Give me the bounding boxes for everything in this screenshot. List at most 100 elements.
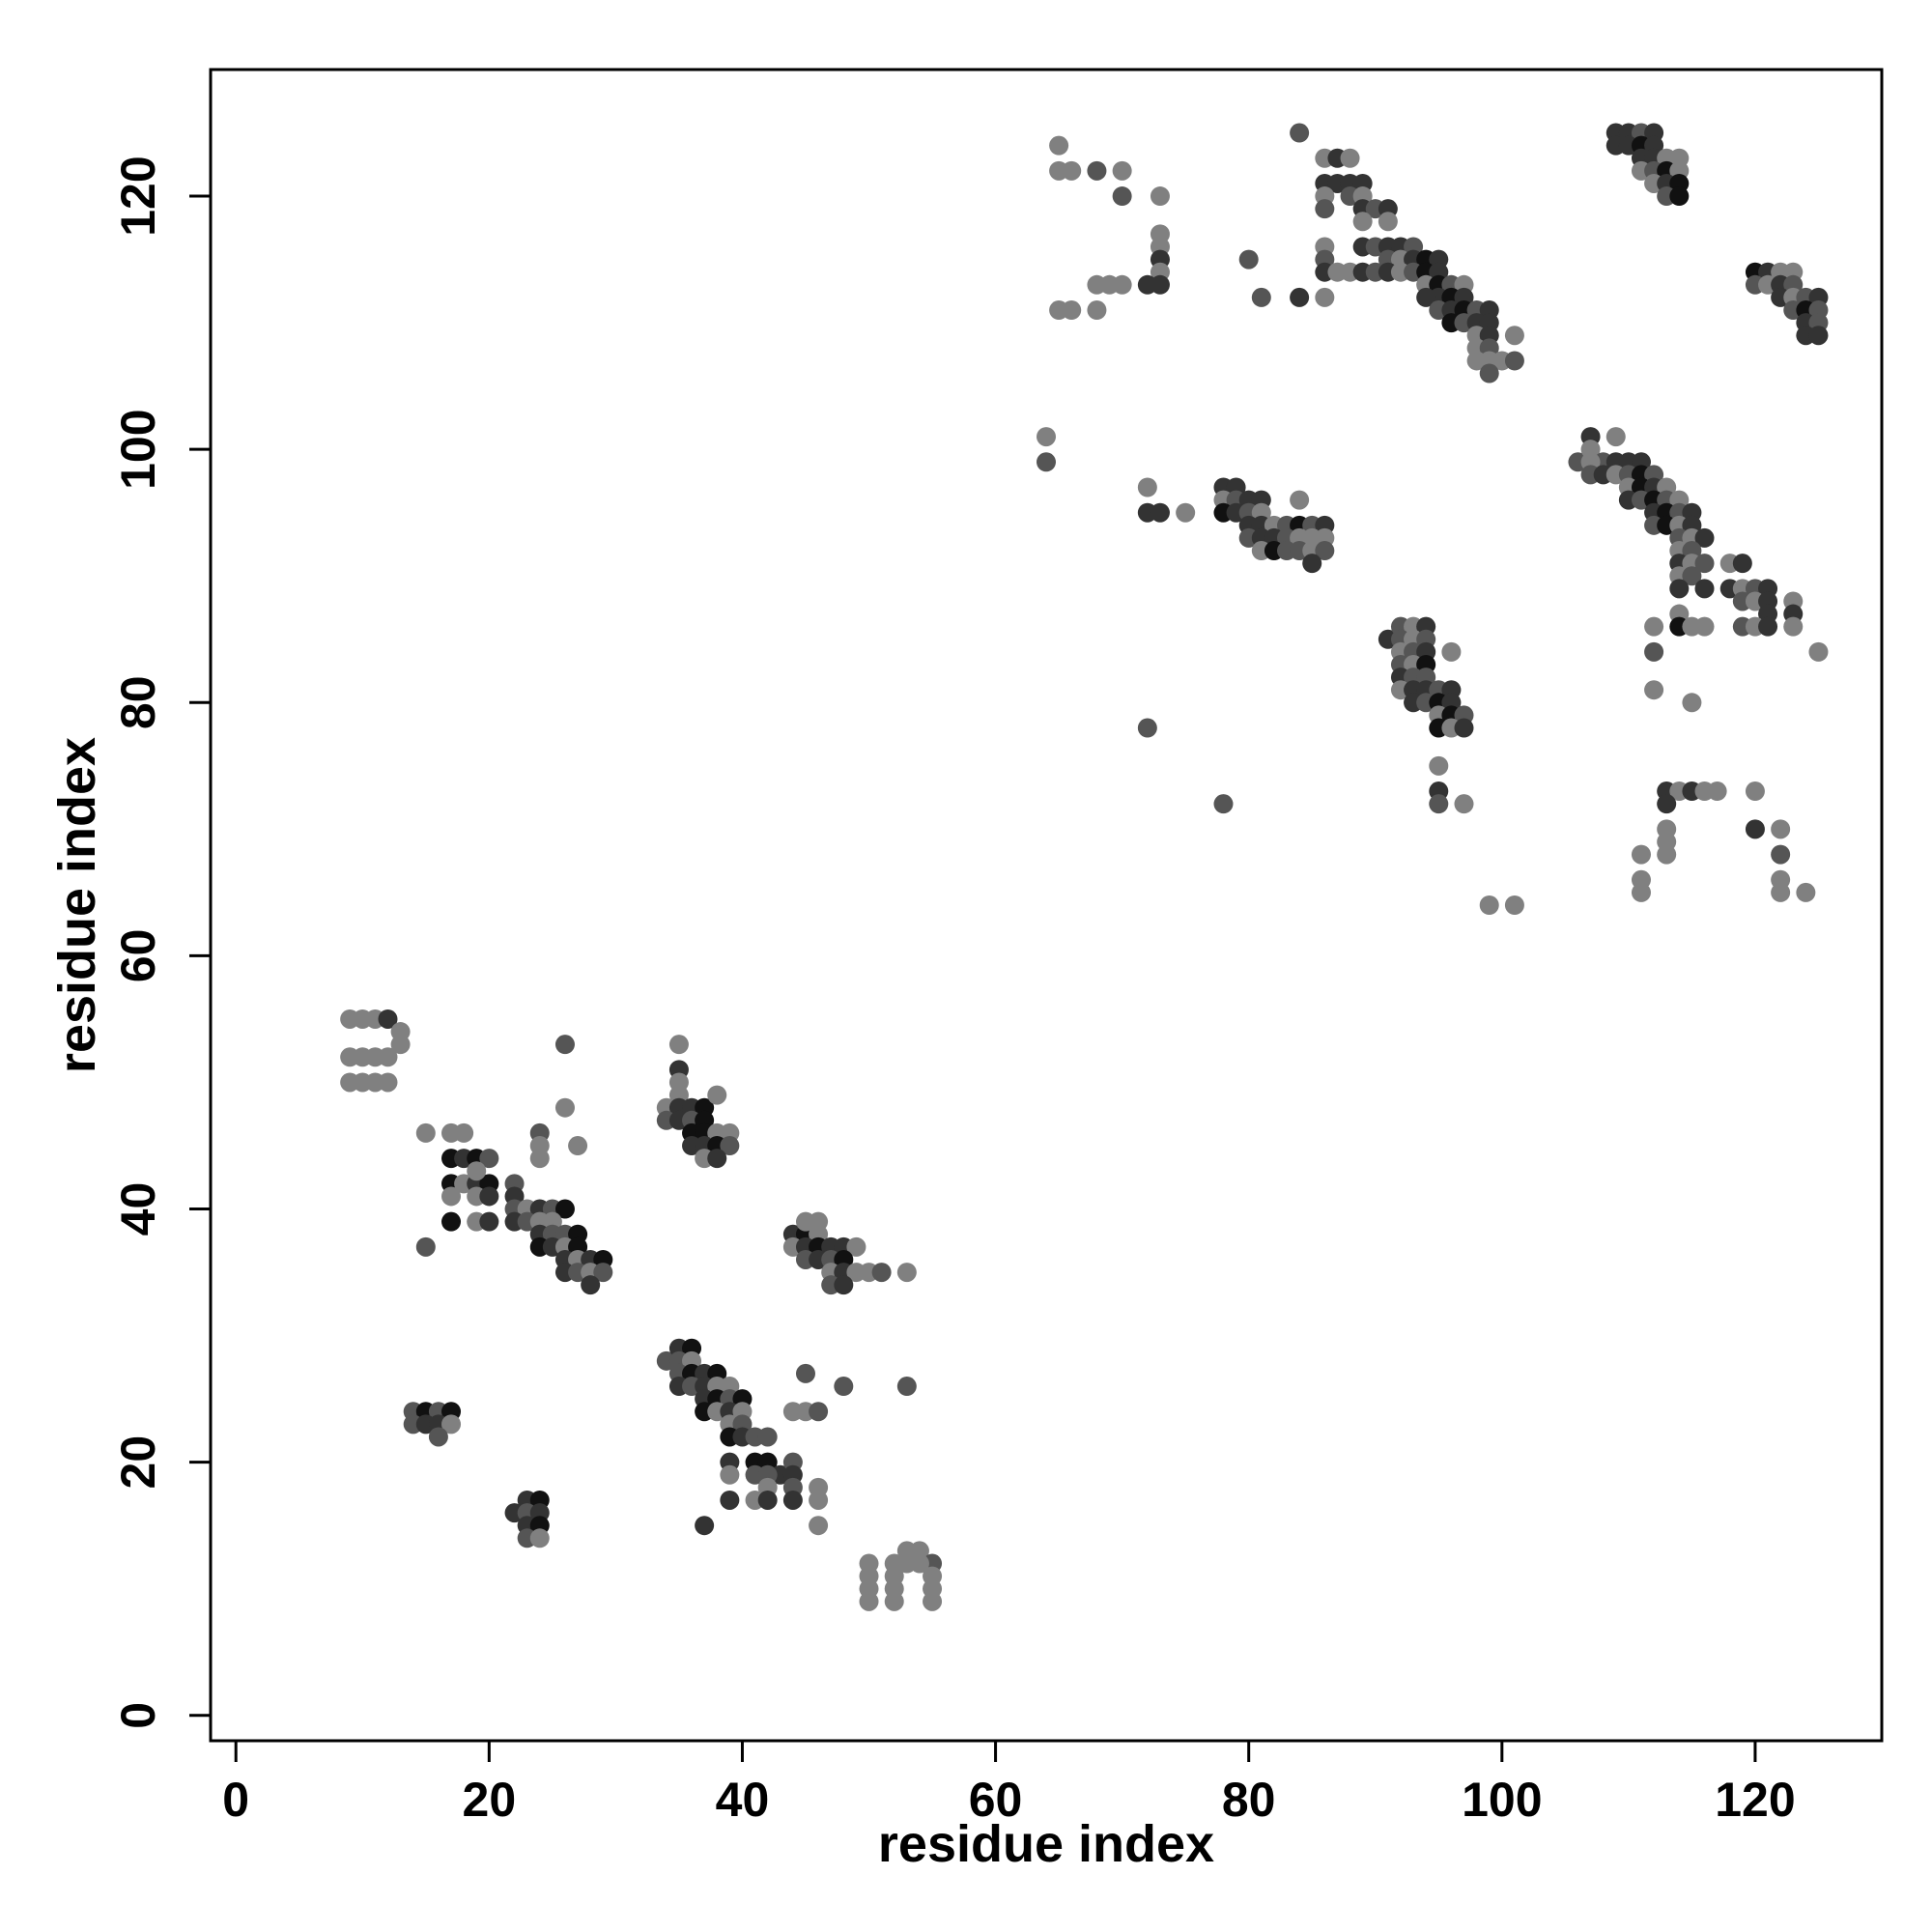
data-point [568, 1136, 588, 1156]
data-point [809, 1490, 829, 1510]
data-point [695, 1516, 715, 1536]
data-point [378, 1072, 398, 1093]
data-point [378, 1009, 398, 1029]
data-point [467, 1161, 487, 1181]
data-point [1429, 755, 1449, 776]
data-point [1037, 452, 1056, 472]
data-point [1796, 882, 1816, 902]
data-point [782, 1490, 803, 1510]
data-point [1176, 502, 1196, 523]
data-point [1808, 641, 1829, 662]
x-tick-label: 100 [1462, 1773, 1542, 1827]
y-axis: 0 20 40 60 80 100 120 [111, 156, 211, 1729]
data-point [441, 1414, 462, 1435]
x-tick-label: 120 [1715, 1773, 1795, 1827]
data-point [415, 1122, 436, 1143]
data-point [1112, 274, 1132, 295]
data-point [428, 1427, 448, 1447]
data-point [1087, 300, 1107, 321]
data-point [1454, 794, 1474, 814]
data-point [554, 1199, 575, 1219]
data-point [415, 1236, 436, 1257]
data-point [1087, 160, 1107, 181]
y-axis-title: residue index [48, 737, 106, 1073]
data-point [1694, 554, 1715, 574]
data-point [909, 1553, 929, 1574]
data-point [1808, 326, 1829, 346]
data-point [1290, 287, 1310, 307]
data-point [884, 1591, 904, 1611]
x-axis-title: residue index [878, 1815, 1214, 1873]
data-point [1213, 794, 1234, 814]
data-point [834, 1377, 854, 1397]
data-point [1644, 641, 1664, 662]
data-point [809, 1516, 829, 1536]
data-point [809, 1402, 829, 1422]
data-point [1694, 579, 1715, 599]
data-point [479, 1186, 499, 1207]
data-point [529, 1136, 550, 1156]
data-point [1315, 199, 1335, 219]
data-point [1479, 895, 1499, 915]
data-point [720, 1464, 740, 1485]
data-point [1150, 186, 1170, 207]
data-point [1479, 363, 1499, 384]
data-point [1150, 274, 1170, 295]
data-point [1771, 844, 1791, 865]
data-point [1771, 819, 1791, 839]
data-point [390, 1035, 411, 1055]
data-point [834, 1275, 854, 1295]
data-point [1694, 616, 1715, 637]
data-point [1137, 477, 1157, 497]
data-point [1605, 427, 1626, 447]
data-point [1504, 351, 1524, 371]
data-point [1290, 490, 1310, 510]
data-point [1352, 212, 1373, 232]
data-point [1454, 718, 1474, 738]
y-tick-label: 20 [111, 1435, 165, 1490]
data-point [1644, 616, 1664, 637]
data-point [707, 1085, 727, 1105]
data-point [1378, 212, 1398, 232]
x-tick-label: 80 [1222, 1773, 1276, 1827]
data-point [1441, 641, 1462, 662]
data-point [1112, 160, 1132, 181]
data-point [707, 1149, 727, 1169]
data-point [441, 1211, 462, 1232]
data-point [757, 1427, 778, 1447]
data-point [1745, 781, 1765, 802]
data-point [1137, 718, 1157, 738]
data-point [1340, 148, 1360, 168]
data-point [1644, 680, 1664, 700]
data-point [1251, 287, 1271, 307]
data-points [340, 123, 1829, 1611]
y-tick-label: 100 [111, 409, 165, 489]
data-point [871, 1263, 892, 1283]
data-point [1504, 895, 1524, 915]
data-point [1657, 794, 1677, 814]
x-tick-label: 0 [222, 1773, 249, 1827]
data-point [1745, 819, 1765, 839]
data-point [1682, 693, 1702, 713]
data-point [441, 1186, 462, 1207]
data-point [668, 1035, 689, 1055]
data-point [1062, 160, 1082, 181]
data-point [479, 1211, 499, 1232]
data-point [479, 1149, 499, 1169]
data-point [593, 1263, 613, 1283]
data-point [581, 1275, 601, 1295]
data-point [1290, 123, 1310, 143]
data-point [554, 1097, 575, 1118]
data-point [529, 1528, 550, 1548]
data-point [1315, 287, 1335, 307]
y-tick-label: 40 [111, 1182, 165, 1236]
data-point [896, 1263, 917, 1283]
data-point [846, 1236, 867, 1257]
data-point [1707, 781, 1727, 802]
data-point [1429, 794, 1449, 814]
data-point [1783, 616, 1804, 637]
data-point [1416, 287, 1436, 307]
data-point [1682, 566, 1702, 586]
data-point [1238, 249, 1259, 270]
